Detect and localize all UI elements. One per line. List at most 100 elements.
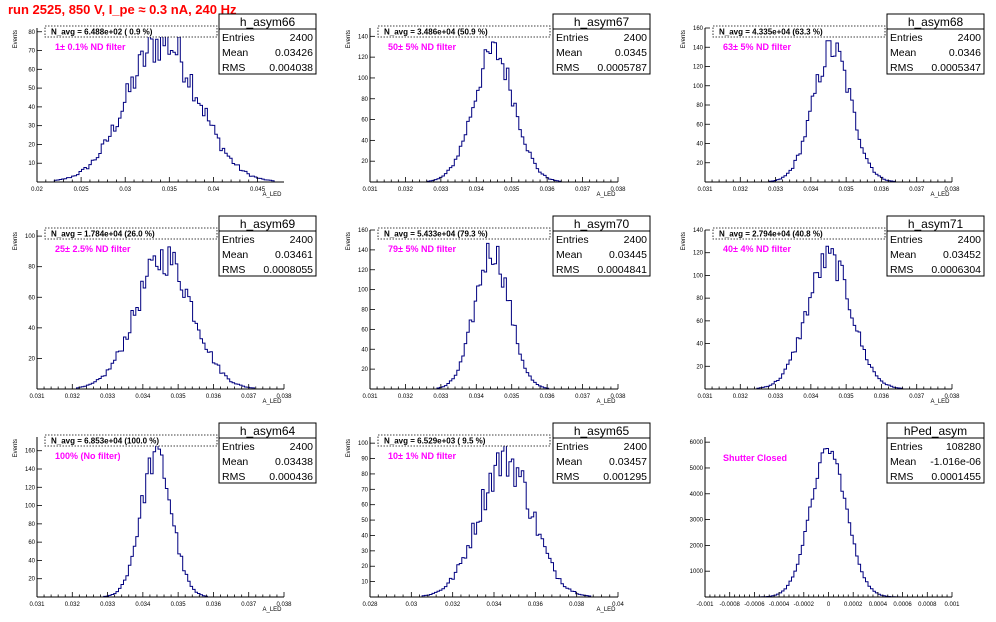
x-tick-label: 0.032 xyxy=(398,187,414,193)
y-tick-label: 90 xyxy=(361,457,368,463)
stat-label: RMS xyxy=(222,264,245,276)
x-tick-label: 0.036 xyxy=(206,394,222,400)
x-tick-label: 0.032 xyxy=(733,394,749,400)
y-tick-label: 60 xyxy=(361,118,368,124)
stat-value: 0.0004841 xyxy=(597,264,647,276)
x-tick-label: -0.0006 xyxy=(744,602,765,608)
stat-label: Entries xyxy=(222,441,255,453)
x-tick-label: 0.045 xyxy=(250,187,266,193)
stat-value: 0.03457 xyxy=(609,456,647,468)
stat-label: RMS xyxy=(556,264,579,276)
navg-box xyxy=(377,227,551,240)
filter-label: 40± 4% ND filter xyxy=(723,244,791,254)
x-tick-label: 0.035 xyxy=(162,187,178,193)
panel-h_asym70: 0.031 0.032 0.033 0.034 0.035 0.036 0.037 0.038… xyxy=(346,215,651,405)
stat-label: Mean xyxy=(556,456,582,468)
stat-title: h_asym64 xyxy=(240,424,296,438)
navg-box xyxy=(377,434,551,447)
stat-box xyxy=(552,215,651,277)
y-tick-label: 140 xyxy=(693,228,704,234)
y-tick-label: 160 xyxy=(358,228,369,234)
filter-label: 10± 1% ND filter xyxy=(388,451,456,461)
x-tick-label: 0.035 xyxy=(839,394,855,400)
y-tick-label: 40 xyxy=(696,342,703,348)
x-tick-label: 0.04 xyxy=(208,187,220,193)
y-tick-label: 40 xyxy=(28,326,35,332)
x-tick-label: 0.035 xyxy=(839,187,855,193)
y-tick-label: 80 xyxy=(28,30,35,36)
y-tick-label: 60 xyxy=(28,295,35,301)
y-tick-label: 100 xyxy=(25,234,36,240)
stat-label: Mean xyxy=(890,249,916,261)
y-tick-label: 40 xyxy=(696,142,703,148)
stat-value: 108280 xyxy=(946,441,981,453)
navg-box xyxy=(44,25,218,38)
stat-box xyxy=(552,13,651,75)
y-tick-label: 100 xyxy=(693,273,704,279)
filter-label: 100% (No filter) xyxy=(55,451,121,461)
y-tick-label: 40 xyxy=(28,105,35,111)
y-tick-label: 160 xyxy=(25,449,36,455)
stat-value: 0.0346 xyxy=(949,47,981,59)
stat-value: 2400 xyxy=(624,32,648,44)
x-tick-label: 0.02 xyxy=(31,187,43,193)
x-tick-label: 0.035 xyxy=(171,602,187,608)
x-tick-label: 0.036 xyxy=(206,602,222,608)
y-tick-label: 1000 xyxy=(690,569,704,575)
x-tick-label: 0.033 xyxy=(768,394,784,400)
stat-label: Mean xyxy=(222,249,248,261)
y-tick-label: 20 xyxy=(28,356,35,362)
stat-label: Entries xyxy=(890,234,923,246)
x-tick-label: 0.034 xyxy=(469,187,485,193)
y-tick-label: 60 xyxy=(696,319,703,325)
y-axis-title: Events xyxy=(346,439,352,457)
y-tick-label: 100 xyxy=(358,76,369,82)
panel-h_asym66: 0.02 0.025 0.03 0.035 0.04 0.045 10 20 30 40 50 60 7… xyxy=(13,13,317,198)
x-tick-label: 0.033 xyxy=(433,394,449,400)
x-tick-label: -0.001 xyxy=(696,602,714,608)
stat-box xyxy=(218,13,317,75)
filter-label: 63± 5% ND filter xyxy=(723,42,791,52)
x-tick-label: 0.038 xyxy=(276,602,292,608)
x-tick-label: 0.034 xyxy=(486,602,502,608)
x-tick-label: 0.04 xyxy=(612,602,624,608)
x-tick-label: 0.037 xyxy=(241,394,257,400)
navg-box xyxy=(712,25,886,38)
stat-value: 0.03445 xyxy=(609,249,647,261)
stat-value: 2400 xyxy=(958,234,982,246)
filter-label: 50± 5% ND filter xyxy=(388,42,456,52)
x-tick-label: 0.038 xyxy=(944,187,960,193)
y-tick-label: 140 xyxy=(693,45,704,51)
x-tick-label: 0.034 xyxy=(135,394,151,400)
y-tick-label: 20 xyxy=(361,159,368,165)
histogram-line xyxy=(370,440,618,598)
stat-value: 0.000436 xyxy=(269,471,313,483)
y-tick-label: 80 xyxy=(28,522,35,528)
y-tick-label: 10 xyxy=(28,161,35,167)
stat-value: 0.001295 xyxy=(603,471,647,483)
panel-h_asym67: 0.031 0.032 0.033 0.034 0.035 0.036 0.037 0.038… xyxy=(346,13,651,198)
stat-value: 0.0345 xyxy=(615,47,647,59)
stat-label: Entries xyxy=(556,234,589,246)
panel-h_asym64: 0.031 0.032 0.033 0.034 0.035 0.036 0.037 0.038… xyxy=(13,422,317,613)
y-tick-label: 70 xyxy=(361,487,368,493)
navg-box xyxy=(44,227,218,240)
y-tick-label: 140 xyxy=(358,248,369,254)
y-axis-title: Events xyxy=(681,30,687,48)
x-tick-label: 0.025 xyxy=(74,187,90,193)
x-tick-label: 0 xyxy=(827,602,831,608)
stat-value: 2400 xyxy=(290,441,314,453)
y-tick-label: 50 xyxy=(361,518,368,524)
y-axis-title: Events xyxy=(346,232,352,250)
y-tick-label: 20 xyxy=(696,161,703,167)
stat-title: h_asym68 xyxy=(908,15,964,29)
x-tick-label: 0.032 xyxy=(733,187,749,193)
stat-label: Entries xyxy=(222,234,255,246)
filter-label: 25± 2.5% ND filter xyxy=(55,244,131,254)
stat-title: h_asym65 xyxy=(574,424,630,438)
stat-title: h_asym71 xyxy=(908,217,964,231)
y-axis-title: Events xyxy=(681,232,687,250)
x-axis-title: A_LED xyxy=(596,192,616,198)
navg-label: N_avg = 6.529e+03 ( 9.5 %) xyxy=(384,437,486,446)
x-tick-label: 0.0008 xyxy=(918,602,937,608)
